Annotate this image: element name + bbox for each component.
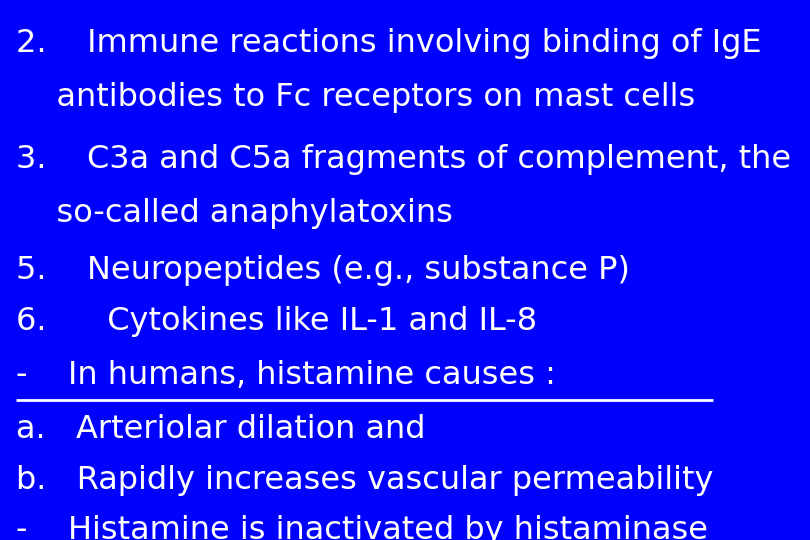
- Text: b.   Rapidly increases vascular permeability: b. Rapidly increases vascular permeabili…: [16, 465, 714, 496]
- Text: 2.    Immune reactions involving binding of IgE: 2. Immune reactions involving binding of…: [16, 28, 762, 59]
- Text: so-called anaphylatoxins: so-called anaphylatoxins: [16, 198, 453, 229]
- Text: 3.    C3a and C5a fragments of complement, the: 3. C3a and C5a fragments of complement, …: [16, 144, 791, 175]
- Text: a.   Arteriolar dilation and: a. Arteriolar dilation and: [16, 414, 426, 445]
- Text: antibodies to Fc receptors on mast cells: antibodies to Fc receptors on mast cells: [16, 82, 696, 113]
- Text: -    Histamine is inactivated by histaminase: - Histamine is inactivated by histaminas…: [16, 515, 708, 540]
- Text: 6.      Cytokines like IL-1 and IL-8: 6. Cytokines like IL-1 and IL-8: [16, 306, 537, 337]
- Text: -    In humans, histamine causes :: - In humans, histamine causes :: [16, 360, 556, 391]
- Text: 5.    Neuropeptides (e.g., substance P): 5. Neuropeptides (e.g., substance P): [16, 254, 630, 286]
